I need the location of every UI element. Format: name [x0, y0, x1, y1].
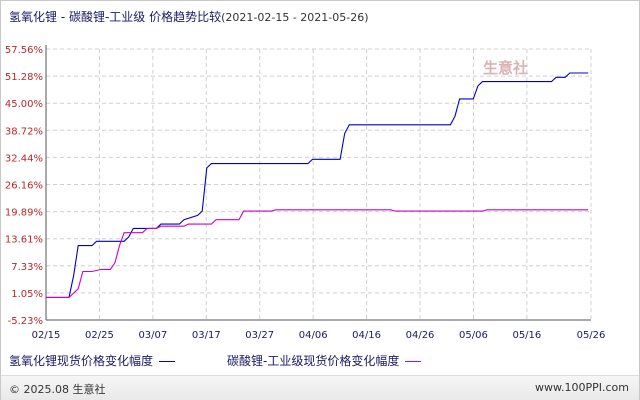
x-tick-label: 05/26	[577, 330, 606, 341]
y-tick-label: 57.56%	[5, 45, 43, 56]
watermark-text: 生意社	[483, 59, 529, 77]
legend-line-magenta	[405, 361, 422, 362]
x-tick-label: 02/15	[32, 330, 61, 341]
site-link[interactable]: www.100PPI.com	[535, 381, 629, 394]
x-tick-label: 04/26	[406, 330, 435, 341]
x-tick-label: 04/16	[352, 330, 381, 341]
y-tick-label: 13.61%	[5, 235, 43, 246]
copyright-text: © 2025.08 生意社	[9, 383, 106, 396]
y-tick-label: 7.33%	[11, 262, 43, 273]
x-tick-label: 03/07	[138, 330, 167, 341]
y-tick-label: 19.89%	[5, 208, 43, 219]
x-tick-label: 04/06	[299, 330, 328, 341]
legend-item-lithium-hydroxide: 氢氧化锂现货价格变化幅度	[9, 352, 176, 369]
y-tick-label: 51.28%	[5, 72, 43, 83]
series-line-0	[46, 72, 589, 298]
chart-title-main: 氢氧化锂 - 碳酸锂-工业级 价格趋势比较	[9, 10, 222, 24]
legend-item-lithium-carbonate: 碳酸锂-工业级现货价格变化幅度	[227, 352, 422, 369]
chart-title: 氢氧化锂 - 碳酸锂-工业级 价格趋势比较(2021-02-15 - 2021-…	[9, 8, 369, 25]
x-tick-label: 02/25	[85, 330, 114, 341]
legend-label: 氢氧化锂现货价格变化幅度	[9, 354, 154, 368]
x-tick-label: 05/16	[512, 330, 541, 341]
y-tick-label: 38.72%	[5, 126, 43, 137]
x-tick-label: 05/06	[459, 330, 488, 341]
y-tick-label: 1.05%	[11, 289, 43, 300]
y-tick-label: 32.44%	[5, 153, 43, 164]
chart-plot: 57.56% 51.28% 45.00% 38.72% 32.44% 26.16% 19.8…	[5, 45, 606, 341]
series-line-1	[46, 209, 589, 298]
x-tick-label: 03/17	[192, 330, 221, 341]
legend-line-blue	[159, 361, 176, 362]
legend-label: 碳酸锂-工业级现货价格变化幅度	[227, 354, 400, 368]
x-tick-label: 03/27	[245, 330, 274, 341]
watermark-logo: 生意社	[483, 57, 528, 78]
y-tick-label: -5.23%	[8, 316, 43, 327]
y-tick-label: 45.00%	[5, 99, 43, 110]
footer-bar: © 2025.08 生意社 www.100PPI.com	[1, 375, 639, 400]
y-tick-label: 26.16%	[5, 181, 43, 192]
chart-title-range: (2021-02-15 - 2021-05-26)	[221, 11, 369, 24]
